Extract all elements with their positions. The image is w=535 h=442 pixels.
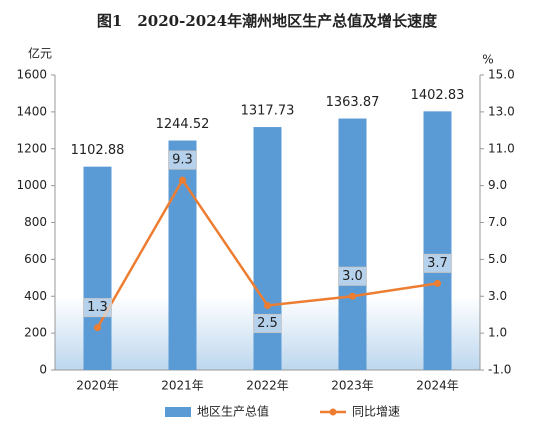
bar xyxy=(338,118,367,370)
y2-tick-label: 11.0 xyxy=(488,141,515,155)
bar-value-label: 1244.52 xyxy=(156,117,210,132)
y-tick-label: 600 xyxy=(24,252,47,266)
x-tick-label: 2020年 xyxy=(76,379,119,393)
y-tick-label: 1200 xyxy=(16,141,47,155)
legend-swatch-point xyxy=(329,408,337,416)
line-point xyxy=(179,176,186,184)
bar-value-label: 1317.73 xyxy=(241,104,295,119)
y-tick-label: 200 xyxy=(24,326,47,340)
x-tick-label: 2021年 xyxy=(161,379,204,393)
line-point xyxy=(349,292,356,300)
bar xyxy=(423,111,452,371)
y2-tick-label: 15.0 xyxy=(488,68,515,82)
bar xyxy=(253,127,282,370)
y-tick-label: 0 xyxy=(39,363,47,377)
x-tick-label: 2022年 xyxy=(246,379,289,393)
label-box xyxy=(83,298,112,318)
legend-label: 地区生产总值 xyxy=(197,404,269,419)
y-tick-label: 400 xyxy=(24,289,47,303)
bar-value-label: 1102.88 xyxy=(71,143,125,158)
label-box xyxy=(423,253,452,273)
line-point xyxy=(264,301,271,309)
label-box xyxy=(168,150,197,170)
y-axis-unit: 亿元 xyxy=(28,46,52,61)
bar xyxy=(168,140,197,370)
line-value-label: 2.5 xyxy=(257,316,278,331)
line-point xyxy=(434,279,441,287)
y-tick-label: 1400 xyxy=(16,104,47,118)
y2-axis-unit: % xyxy=(482,53,493,67)
bar-value-label: 1363.87 xyxy=(326,95,380,110)
line-value-label: 9.3 xyxy=(172,153,193,168)
line-value-label: 1.3 xyxy=(87,300,108,315)
chart-title: 图1 2020-2024年潮州地区生产总值及增长速度 xyxy=(97,12,438,30)
line-point xyxy=(94,324,101,332)
label-box xyxy=(338,266,367,286)
y-tick-label: 800 xyxy=(24,215,47,229)
y-tick-label: 1600 xyxy=(16,68,47,82)
y2-tick-label: 1.0 xyxy=(488,326,507,340)
y2-tick-label: 9.0 xyxy=(488,178,507,192)
bar xyxy=(83,166,112,370)
y2-tick-label: 7.0 xyxy=(488,215,507,229)
label-box xyxy=(253,313,282,333)
legend-label: 同比增速 xyxy=(352,405,400,419)
line-value-label: 3.0 xyxy=(342,269,363,284)
x-tick-label: 2023年 xyxy=(331,379,374,393)
legend-swatch xyxy=(165,407,191,417)
y-tick-label: 1000 xyxy=(16,178,47,192)
y2-tick-label: 3.0 xyxy=(488,289,507,303)
line-value-label: 3.7 xyxy=(427,256,448,271)
y2-tick-label: 5.0 xyxy=(488,252,507,266)
y2-tick-label: 13.0 xyxy=(488,104,515,118)
bar-value-label: 1402.83 xyxy=(411,88,465,103)
y2-tick-label: -1.0 xyxy=(488,363,511,377)
x-tick-label: 2024年 xyxy=(416,379,459,393)
